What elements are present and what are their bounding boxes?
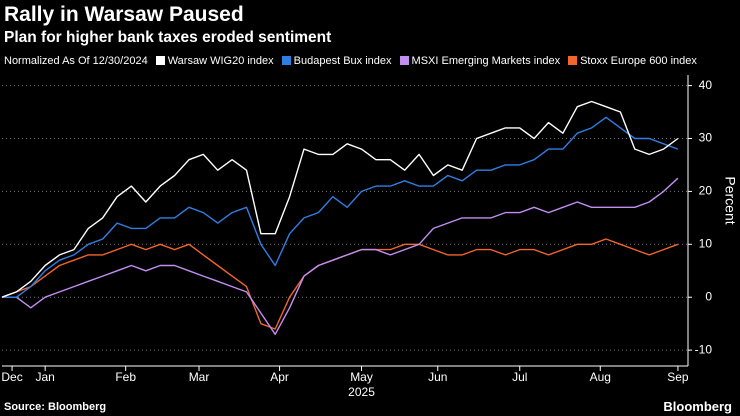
y-tick-label: 30	[699, 131, 713, 145]
series-line	[2, 116, 679, 298]
x-year-label: 2025	[348, 385, 375, 399]
legend-swatch	[399, 56, 409, 65]
legend-label: Budapest Bux index	[293, 55, 392, 67]
legend-label: Stoxx Europe 600 index	[580, 55, 697, 67]
x-tick-label: Jul	[512, 370, 527, 384]
brand: Bloomberg	[663, 399, 732, 414]
x-tick-label: Mar	[189, 370, 210, 384]
y-tick-label: 0	[705, 289, 712, 303]
y-axis-label: Percent	[722, 176, 738, 224]
x-tick-label: Sep	[667, 370, 689, 384]
legend-swatch	[155, 56, 165, 65]
legend-label: Warsaw WIG20 index	[167, 55, 274, 67]
y-tick-label: 10	[699, 236, 713, 250]
y-tick-label: 40	[699, 78, 713, 92]
legend-note: Normalized As Of 12/30/2024	[4, 55, 148, 67]
legend-item: Budapest Bux index	[281, 55, 392, 67]
legend-item: Warsaw WIG20 index	[155, 55, 274, 67]
x-tick-label: Aug	[590, 370, 611, 384]
y-tick-label: 20	[699, 184, 713, 198]
x-tick-label: Apr	[270, 370, 289, 384]
y-tick-label: -10	[695, 342, 713, 356]
legend-label: MSXI Emerging Markets index	[411, 55, 561, 67]
legend-item: Stoxx Europe 600 index	[568, 55, 697, 67]
legend: Normalized As Of 12/30/2024 Warsaw WIG20…	[4, 55, 697, 67]
chart-subtitle: Plan for higher bank taxes eroded sentim…	[4, 29, 332, 46]
x-tick-label: May	[350, 370, 373, 384]
x-tick-label: Dec	[1, 370, 22, 384]
x-tick-label: Feb	[115, 370, 136, 384]
series-line	[2, 177, 679, 335]
series-line	[1, 238, 679, 330]
x-tick-label: Jan	[35, 370, 54, 384]
source: Source: Bloomberg	[4, 401, 107, 413]
x-tick-label: Jun	[428, 370, 447, 384]
series-line	[1, 100, 679, 298]
chart-title: Rally in Warsaw Paused	[4, 3, 244, 26]
legend-item: MSXI Emerging Markets index	[399, 55, 561, 67]
legend-swatch	[281, 56, 291, 65]
legend-swatch	[568, 56, 578, 65]
